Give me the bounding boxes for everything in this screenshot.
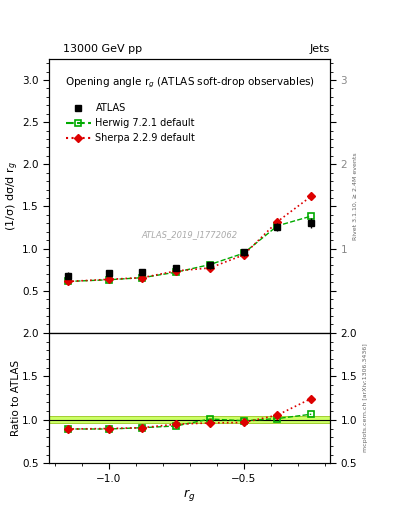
X-axis label: $r_g$: $r_g$ [184,486,196,503]
Text: 13000 GeV pp: 13000 GeV pp [63,44,142,54]
Y-axis label: Rivet 3.1.10, ≥ 2.4M events: Rivet 3.1.10, ≥ 2.4M events [353,152,358,240]
Y-axis label: (1/σ) dσ/d r$_g$: (1/σ) dσ/d r$_g$ [4,161,21,231]
Y-axis label: mcplots.cern.ch [arXiv:1306.3436]: mcplots.cern.ch [arXiv:1306.3436] [363,344,368,453]
Text: Opening angle r$_g$ (ATLAS soft-drop observables): Opening angle r$_g$ (ATLAS soft-drop obs… [64,75,315,90]
Y-axis label: Ratio to ATLAS: Ratio to ATLAS [11,360,21,436]
Legend: ATLAS, Herwig 7.2.1 default, Sherpa 2.2.9 default: ATLAS, Herwig 7.2.1 default, Sherpa 2.2.… [62,99,199,147]
Text: Jets: Jets [310,44,330,54]
Text: ATLAS_2019_I1772062: ATLAS_2019_I1772062 [141,230,238,239]
